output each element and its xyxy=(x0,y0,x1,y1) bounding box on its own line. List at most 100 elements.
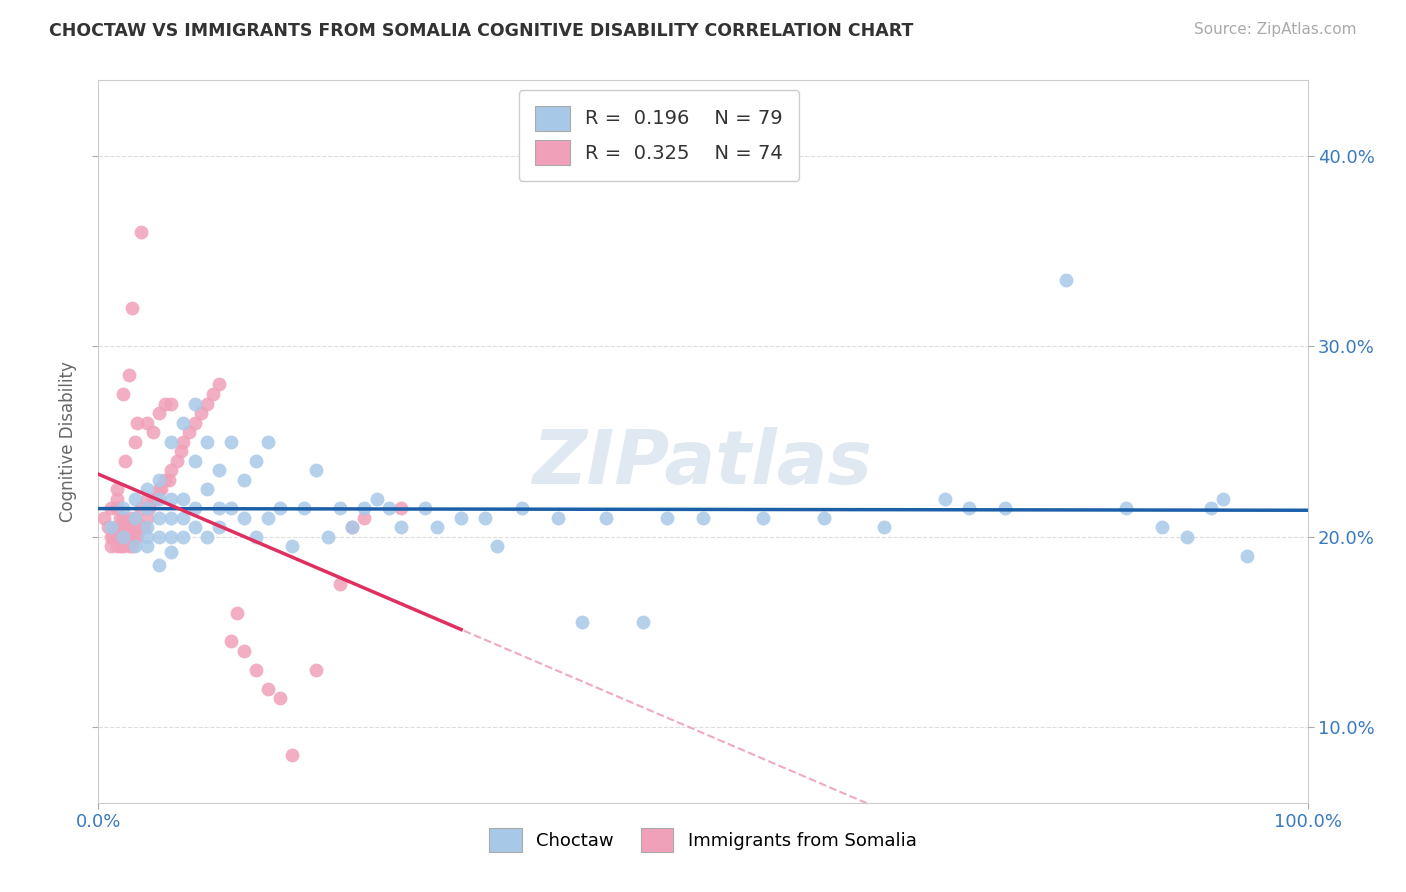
Point xyxy=(108,539,131,553)
Point xyxy=(994,501,1017,516)
Point xyxy=(121,539,143,553)
Point xyxy=(118,530,141,544)
Point xyxy=(100,530,122,544)
Point xyxy=(118,510,141,524)
Point xyxy=(208,377,231,392)
Point xyxy=(208,501,231,516)
Point xyxy=(172,416,194,430)
Point xyxy=(148,558,170,573)
Point xyxy=(232,473,254,487)
Point xyxy=(108,520,131,534)
Point xyxy=(221,434,243,449)
Point xyxy=(547,510,569,524)
Point xyxy=(124,491,146,506)
Point xyxy=(752,510,775,524)
Point xyxy=(292,501,315,516)
Point xyxy=(631,615,654,630)
Point xyxy=(195,434,218,449)
Point xyxy=(135,482,157,496)
Point xyxy=(160,545,183,559)
Point xyxy=(226,606,249,620)
Point xyxy=(100,539,122,553)
Point xyxy=(195,530,218,544)
Point xyxy=(342,520,364,534)
Point xyxy=(101,530,124,544)
Point xyxy=(148,491,170,506)
Point xyxy=(124,530,146,544)
Point xyxy=(160,491,183,506)
Point xyxy=(232,643,254,657)
Point xyxy=(232,510,254,524)
Point xyxy=(655,510,678,524)
Point xyxy=(377,501,399,516)
Point xyxy=(221,634,243,648)
Point xyxy=(305,663,328,677)
Point xyxy=(256,510,278,524)
Point xyxy=(135,510,157,524)
Point xyxy=(450,510,472,524)
Point xyxy=(195,396,218,410)
Point xyxy=(934,491,956,506)
Point xyxy=(571,615,593,630)
Point xyxy=(366,491,388,506)
Point xyxy=(1175,530,1198,544)
Point xyxy=(111,387,134,401)
Point xyxy=(426,520,449,534)
Point xyxy=(1152,520,1174,534)
Point xyxy=(281,539,304,553)
Point xyxy=(100,520,122,534)
Point xyxy=(305,463,328,477)
Point xyxy=(184,520,207,534)
Point xyxy=(127,416,149,430)
Point xyxy=(148,406,170,420)
Legend: Choctaw, Immigrants from Somalia: Choctaw, Immigrants from Somalia xyxy=(475,814,931,866)
Point xyxy=(124,520,146,534)
Point xyxy=(160,530,183,544)
Point xyxy=(329,501,352,516)
Point xyxy=(111,530,134,544)
Point xyxy=(595,510,617,524)
Point xyxy=(93,510,115,524)
Point xyxy=(1115,501,1137,516)
Point xyxy=(184,453,207,467)
Point xyxy=(111,539,134,553)
Point xyxy=(160,434,183,449)
Point xyxy=(202,387,225,401)
Point xyxy=(474,510,496,524)
Point xyxy=(134,520,156,534)
Point xyxy=(413,501,436,516)
Point xyxy=(135,530,157,544)
Point xyxy=(510,501,533,516)
Point xyxy=(486,539,509,553)
Point xyxy=(389,520,412,534)
Point xyxy=(160,510,183,524)
Point xyxy=(172,510,194,524)
Point xyxy=(813,510,835,524)
Point xyxy=(142,425,165,439)
Point xyxy=(208,463,231,477)
Point xyxy=(118,368,141,382)
Point xyxy=(105,501,128,516)
Point xyxy=(389,501,412,516)
Point xyxy=(256,681,278,696)
Point xyxy=(1199,501,1222,516)
Point xyxy=(124,434,146,449)
Point xyxy=(105,520,128,534)
Point xyxy=(1054,273,1077,287)
Point xyxy=(245,663,267,677)
Point xyxy=(135,416,157,430)
Point xyxy=(124,510,146,524)
Point xyxy=(342,520,364,534)
Point xyxy=(245,453,267,467)
Point xyxy=(245,530,267,544)
Point xyxy=(1236,549,1258,563)
Point xyxy=(190,406,212,420)
Point xyxy=(873,520,896,534)
Point xyxy=(269,691,291,706)
Point xyxy=(97,520,120,534)
Point xyxy=(184,416,207,430)
Point xyxy=(157,473,180,487)
Point xyxy=(184,396,207,410)
Point xyxy=(121,301,143,316)
Point xyxy=(166,453,188,467)
